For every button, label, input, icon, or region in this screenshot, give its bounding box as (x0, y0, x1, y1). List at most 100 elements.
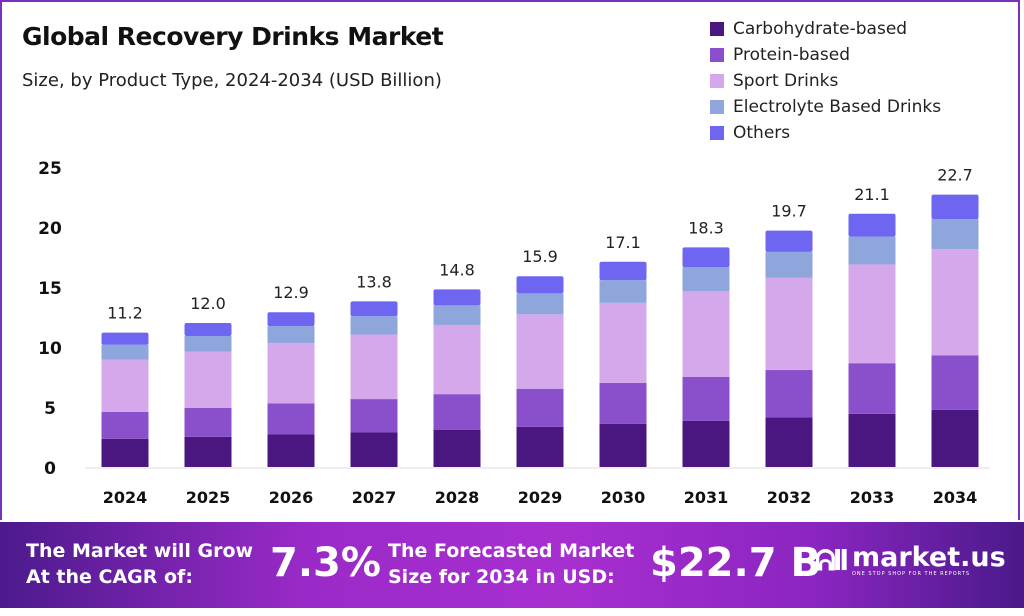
bar-total-label: 14.8 (439, 260, 475, 279)
bar-segment-electrolyte-based-drinks (516, 293, 564, 315)
legend-swatch (710, 100, 724, 114)
forecast-label-line1: The Forecasted Market (388, 540, 635, 562)
bar-segment-sport-drinks (765, 277, 813, 371)
bar-segment-sport-drinks (931, 249, 979, 356)
y-tick-label: 0 (44, 459, 56, 479)
x-tick-label: 2029 (518, 488, 563, 507)
bar-segment-electrolyte-based-drinks (931, 219, 979, 250)
x-tick-label: 2034 (933, 488, 978, 507)
bar-segment-sport-drinks (267, 343, 315, 404)
legend-item: Protein-based (710, 42, 941, 68)
y-tick-label: 15 (38, 279, 62, 299)
legend-label: Sport Drinks (733, 71, 839, 91)
chart-frame (0, 0, 1020, 520)
y-tick-label: 5 (44, 399, 56, 419)
legend-swatch (710, 74, 724, 88)
x-tick-label: 2028 (435, 488, 480, 507)
bar-segment-others (931, 194, 979, 220)
legend-label: Protein-based (733, 45, 851, 65)
y-tick-label: 20 (38, 219, 62, 239)
legend-item: Carbohydrate-based (710, 16, 941, 42)
cagr-label: The Market will Grow At the CAGR of: (26, 538, 253, 590)
bar-segment-protein-based (931, 355, 979, 410)
bar-segment-electrolyte-based-drinks (184, 335, 232, 352)
bar-segment-others (101, 332, 149, 345)
bar-segment-others (350, 301, 398, 317)
legend-label: Electrolyte Based Drinks (733, 97, 942, 117)
bar-segment-carbohydrate-based (267, 434, 315, 467)
bar-segment-sport-drinks (848, 264, 896, 364)
bar-segment-protein-based (765, 370, 813, 418)
bar-total-label: 17.1 (605, 233, 641, 252)
bar-segment-electrolyte-based-drinks (433, 305, 481, 325)
x-tick-label: 2031 (684, 488, 729, 507)
bar-segment-sport-drinks (433, 324, 481, 395)
bar-segment-protein-based (267, 403, 315, 435)
bar-segment-others (682, 247, 730, 268)
bar-total-label: 18.3 (688, 218, 724, 237)
bar-segment-others (433, 289, 481, 306)
chart-title: Global Recovery Drinks Market (22, 22, 444, 51)
bar-segment-electrolyte-based-drinks (599, 280, 647, 303)
bar-segment-sport-drinks (101, 359, 149, 412)
bar-segment-protein-based (184, 407, 232, 437)
stacked-bar-chart: 051015202511.2202412.0202512.9202613.820… (38, 159, 990, 507)
legend-swatch (710, 22, 724, 36)
footer-banner: The Market will Grow At the CAGR of: 7.3… (0, 522, 1024, 608)
bar-total-label: 19.7 (771, 202, 807, 221)
x-tick-label: 2025 (186, 488, 231, 507)
legend-label: Others (733, 123, 791, 143)
legend-swatch (710, 48, 724, 62)
bar-segment-others (599, 261, 647, 281)
forecast-value: $22.7 B (650, 540, 821, 586)
brand-name: market.us (851, 542, 1006, 573)
bar-segment-electrolyte-based-drinks (101, 344, 149, 360)
bar-segment-protein-based (682, 377, 730, 421)
bar-total-label: 13.8 (356, 272, 392, 291)
bar-segment-carbohydrate-based (101, 438, 149, 467)
bar-segment-others (267, 312, 315, 327)
bar-segment-protein-based (848, 363, 896, 414)
bar-segment-electrolyte-based-drinks (267, 326, 315, 344)
bar-segment-protein-based (433, 394, 481, 430)
x-tick-label: 2026 (269, 488, 314, 507)
bar-segment-carbohydrate-based (350, 432, 398, 467)
bar-segment-carbohydrate-based (433, 429, 481, 467)
x-tick-label: 2027 (352, 488, 397, 507)
bar-segment-sport-drinks (682, 291, 730, 377)
y-tick-label: 25 (38, 159, 62, 179)
bar-segment-sport-drinks (599, 302, 647, 383)
legend: Carbohydrate-based Protein-based Sport Dri… (710, 16, 941, 146)
bar-segment-protein-based (599, 382, 647, 424)
bar-segment-protein-based (101, 411, 149, 439)
x-tick-label: 2033 (850, 488, 895, 507)
bar-segment-carbohydrate-based (931, 409, 979, 467)
bar-segment-others (184, 323, 232, 336)
bar-segment-carbohydrate-based (765, 417, 813, 467)
bar-segment-sport-drinks (184, 351, 232, 408)
bar-segment-electrolyte-based-drinks (350, 316, 398, 335)
brand-tagline: ONE STOP SHOP FOR THE REPORTS (851, 571, 971, 577)
cagr-label-line2: At the CAGR of: (26, 566, 193, 588)
bar-segment-carbohydrate-based (848, 413, 896, 467)
forecast-label: The Forecasted Market Size for 2034 in U… (388, 538, 634, 590)
bar-total-label: 12.9 (273, 283, 309, 302)
bar-segment-carbohydrate-based (184, 436, 232, 467)
bar-segment-others (848, 213, 896, 237)
legend-item: Sport Drinks (710, 68, 941, 94)
bar-total-label: 22.7 (937, 166, 973, 185)
x-tick-label: 2024 (103, 488, 148, 507)
legend-label: Carbohydrate-based (733, 19, 908, 39)
cagr-label-line1: The Market will Grow (26, 540, 254, 562)
forecast-label-line2: Size for 2034 in USD: (388, 566, 615, 588)
bar-segment-carbohydrate-based (516, 426, 564, 467)
x-tick-label: 2032 (767, 488, 812, 507)
brand-logo: ᕱll market.us ONE STOP SHOP FOR THE REPO… (815, 544, 1006, 578)
cagr-value: 7.3% (270, 540, 381, 586)
bar-segment-others (516, 276, 564, 294)
bar-segment-sport-drinks (516, 314, 564, 389)
bar-segment-sport-drinks (350, 334, 398, 400)
bar-segment-protein-based (516, 388, 564, 427)
bar-segment-electrolyte-based-drinks (848, 236, 896, 265)
bar-segment-carbohydrate-based (682, 420, 730, 467)
